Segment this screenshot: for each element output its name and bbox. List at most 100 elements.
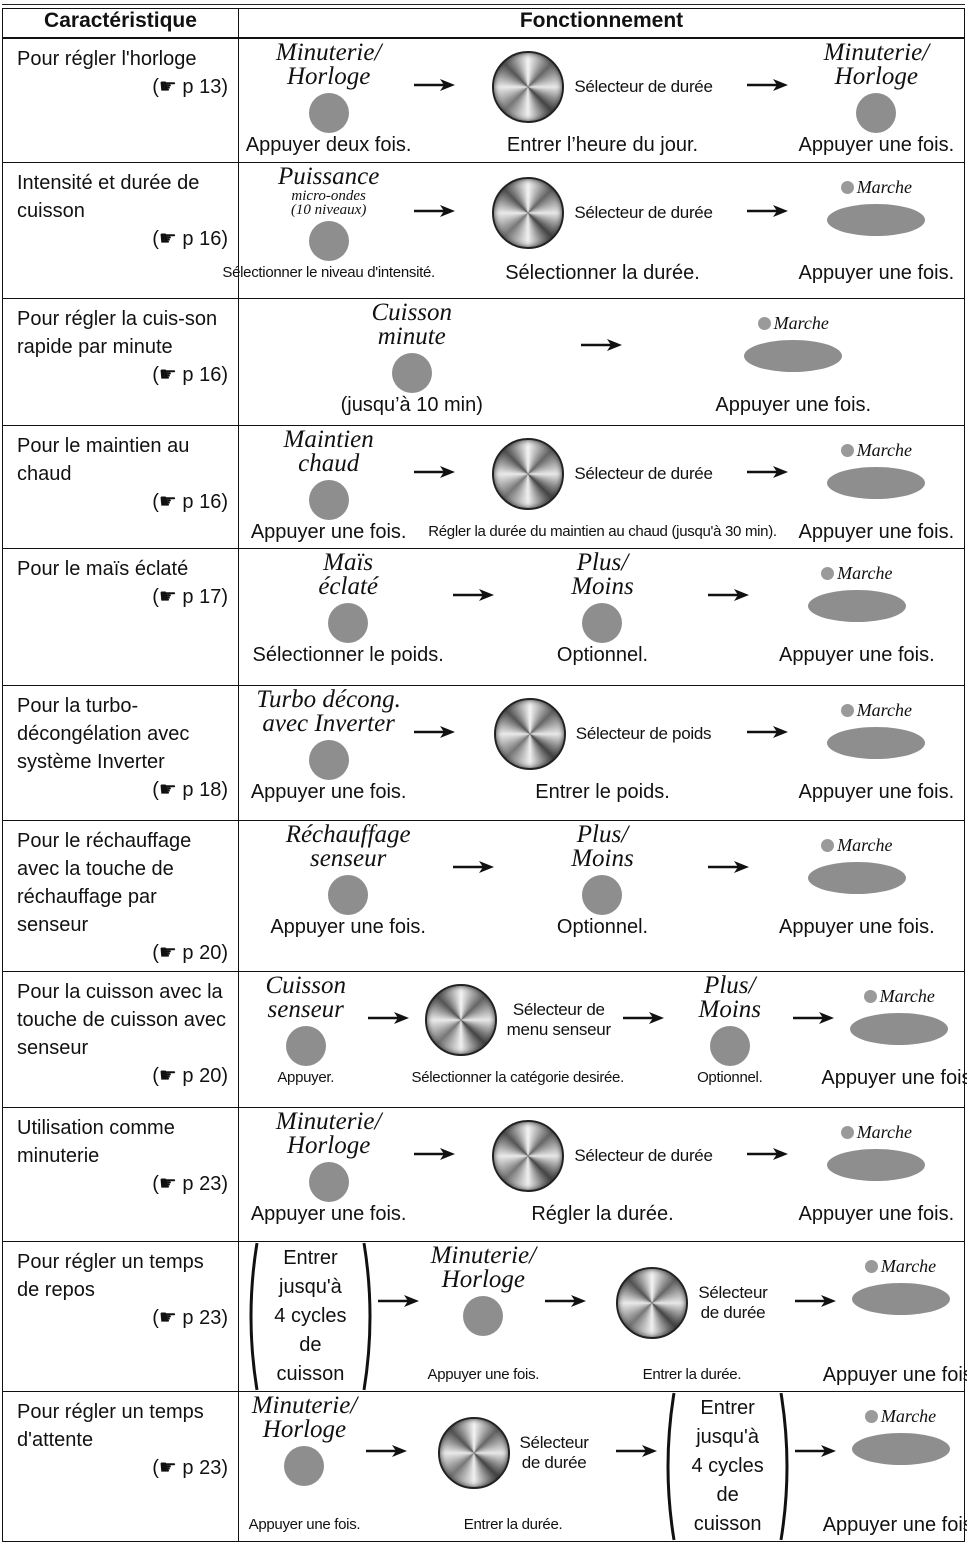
- start-group: Marche: [807, 563, 906, 622]
- operation-cell: Entrer jusqu'à 4 cycles de cuisson Minute…: [238, 1240, 967, 1392]
- dial-label: Sélecteur de durée: [574, 77, 713, 96]
- arrow: [451, 823, 499, 941]
- arrow: [376, 1244, 424, 1389]
- dial-group: Sélecteur de durée: [492, 1110, 713, 1202]
- table-row: Pour régler un temps de repos (☛ p 23) Ent…: [2, 1240, 967, 1392]
- header-row: Caractéristique Fonctionnement: [2, 8, 965, 39]
- top-rule: [2, 4, 965, 5]
- dial-label: Sélecteur de durée: [574, 202, 713, 222]
- step-dial: Sélecteur de durée Entrer l’heure du jour…: [460, 41, 744, 159]
- arrow-head: [479, 588, 495, 601]
- arrow-head: [818, 1011, 834, 1024]
- arrow-head: [649, 1011, 665, 1024]
- step-body: Marche: [827, 688, 926, 759]
- start-label-row: Marche: [840, 440, 912, 461]
- table-row: Pour régler la cuis-son rapide par minut…: [2, 297, 965, 426]
- step-button: Minuterie/ Horloge Appuyer une fois.: [424, 1241, 543, 1389]
- paren-text: Entrer jusqu'à 4 cycles de cuisson: [662, 1394, 793, 1539]
- start-group: Marche: [807, 835, 906, 894]
- button-sublabel: micro-ondes (10 niveaux): [290, 187, 367, 218]
- start-label-row: Marche: [821, 563, 892, 584]
- step-caption: Appuyer une fois.: [798, 134, 955, 156]
- feature-cell: Pour la turbo-décongélation avec système…: [2, 684, 239, 821]
- button-icon: [308, 93, 349, 133]
- button-label: Minuterie/ Horloge: [275, 39, 382, 90]
- step-body: Entrer jusqu'à 4 cycles de cuisson: [245, 1244, 376, 1389]
- arrow-head: [772, 725, 788, 738]
- feature-text: Pour la turbo-décongélation avec système…: [17, 694, 190, 773]
- step-caption: Appuyer une fois.: [248, 1515, 361, 1533]
- button-label: Plus/ Moins: [571, 820, 634, 872]
- start-dot: [864, 1409, 878, 1423]
- step-caption: Sélectionner le niveau d'intensité.: [222, 263, 435, 281]
- start-label-row: Marche: [757, 313, 829, 334]
- step-body: Puissance micro-ondes (10 niveaux): [278, 164, 379, 261]
- arrow-head: [772, 1147, 788, 1160]
- start-label-row: Marche: [840, 1122, 912, 1143]
- arrow-head: [394, 1011, 410, 1024]
- button-icon: [582, 874, 623, 915]
- button-icon: [709, 1025, 750, 1066]
- step-dial: Sélecteur de durée Entrer la durée.: [591, 1244, 793, 1389]
- start-dot: [821, 566, 835, 580]
- step-caption: Entrer le poids.: [535, 780, 670, 803]
- button-label: Maintien chaud: [283, 425, 374, 477]
- start-group: Marche: [851, 1406, 950, 1465]
- step-body: Minuterie/ Horloge: [252, 1393, 357, 1486]
- arrow-head: [479, 860, 495, 873]
- dial-group: Sélecteur de durée: [492, 428, 713, 520]
- step-start: Marche Appuyer une fois.: [754, 551, 960, 669]
- arrow-icon: [707, 860, 749, 873]
- button-label: Minuterie/ Horloge: [430, 1241, 537, 1293]
- page-ref: (☛ p 23): [152, 1456, 228, 1479]
- step-body: Cuisson senseur: [265, 973, 346, 1066]
- operation-flow: Minuterie/ Horloge Appuyer une fois. Sélec…: [245, 1109, 960, 1228]
- start-group: Marche: [827, 700, 926, 759]
- button-label: Plus/ Moins: [571, 548, 634, 600]
- operation-flow: Cuisson minute (jusqu’à 10 min) Marche Appu…: [245, 300, 960, 419]
- step-body: Marche: [807, 551, 906, 622]
- dial-label: Sélecteur de durée: [574, 463, 713, 483]
- step-caption: Appuyer une fois.: [822, 1513, 967, 1536]
- arrow-icon: [792, 1011, 834, 1024]
- button-icon: [328, 874, 369, 915]
- arrow-head: [642, 1445, 658, 1457]
- arrow: [706, 823, 754, 941]
- step-body: Sélecteur de durée: [616, 1244, 768, 1363]
- table-row: Intensité et durée de cuisson (☛ p 16) Pui…: [2, 161, 965, 299]
- step-button: Maïs éclaté Sélectionner le poids.: [245, 550, 451, 669]
- arrow-head: [440, 1147, 456, 1160]
- arrow: [791, 974, 839, 1092]
- parenthesis-stroke: [364, 1243, 370, 1390]
- operation-cell: Puissance micro-ondes (10 niveaux) Sélecti…: [222, 161, 965, 299]
- start-group: Marche: [827, 440, 926, 499]
- step-body: Marche: [827, 165, 926, 236]
- arrow: [364, 1394, 412, 1539]
- paren-label: Entrer jusqu'à 4 cycles de cuisson: [691, 1396, 764, 1535]
- arrow-icon: [414, 204, 456, 217]
- page: Caractéristique Fonctionnement Pour régl…: [2, 4, 967, 1542]
- step-caption: Appuyer une fois.: [798, 261, 955, 284]
- dial-knob: [492, 1119, 565, 1192]
- arrow-icon: [746, 79, 788, 91]
- dial-knob: [492, 176, 565, 249]
- arrow-head: [733, 860, 749, 873]
- feature-cell: Pour régler l'horloge (☛ p 13): [2, 37, 239, 163]
- start-dot: [840, 180, 854, 194]
- feature-text: Pour le maintien au chaud: [17, 434, 190, 485]
- dial-knob: [437, 1417, 510, 1489]
- feature-text: Pour le réchauffage avec la touche de ré…: [17, 829, 192, 936]
- operation-flow: Maïs éclaté Sélectionner le poids. Plus/ M…: [245, 548, 960, 669]
- step-body: Cuisson minute: [371, 300, 452, 393]
- step-body: Plus/ Moins: [699, 973, 761, 1066]
- step-body: Marche: [827, 1110, 926, 1181]
- parenthesis-stroke: [781, 1393, 787, 1540]
- step-caption: Appuyer une fois.: [250, 780, 407, 803]
- step-body: Maintien chaud: [283, 425, 374, 520]
- feature-text: Pour régler un temps de repos: [17, 1250, 204, 1301]
- feature-cell: Utilisation comme minuterie (☛ p 23): [2, 1106, 239, 1242]
- arrow-head: [772, 79, 788, 91]
- arrow-icon: [544, 1295, 586, 1307]
- page-ref: (☛ p 20): [152, 941, 228, 964]
- parenthesis: [662, 1390, 676, 1543]
